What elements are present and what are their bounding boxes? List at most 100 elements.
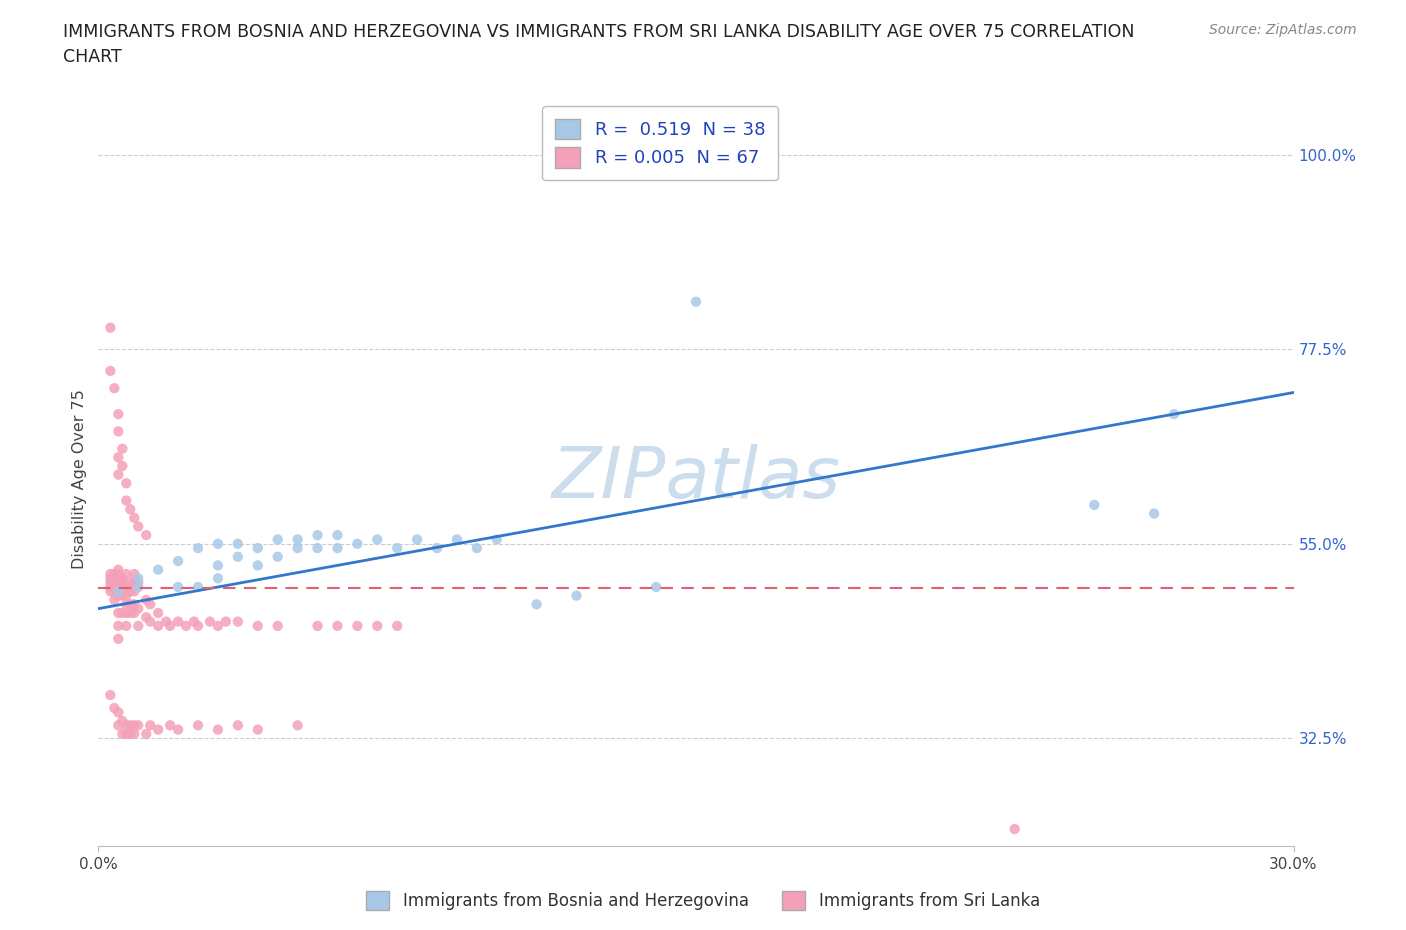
Legend: Immigrants from Bosnia and Herzegovina, Immigrants from Sri Lanka: Immigrants from Bosnia and Herzegovina, … <box>360 884 1046 917</box>
Point <box>111 713 134 728</box>
Point <box>326 527 349 542</box>
Point <box>1143 506 1166 521</box>
Point <box>115 566 138 581</box>
Point <box>98 320 122 335</box>
Point <box>307 527 329 542</box>
Point <box>124 566 146 581</box>
Point <box>127 579 149 594</box>
Point <box>107 584 129 599</box>
Legend: R =  0.519  N = 38, R = 0.005  N = 67: R = 0.519 N = 38, R = 0.005 N = 67 <box>543 106 778 180</box>
Point <box>124 584 146 599</box>
Point <box>111 605 134 620</box>
Point <box>107 605 129 620</box>
Point <box>98 584 122 599</box>
Point <box>115 726 138 741</box>
Point <box>115 579 138 594</box>
Point <box>226 550 249 565</box>
Point <box>124 605 146 620</box>
Point <box>127 571 149 586</box>
Point <box>167 614 190 629</box>
Point <box>287 540 309 555</box>
Point <box>155 614 177 629</box>
Point <box>366 618 388 633</box>
Point <box>103 566 125 581</box>
Point <box>148 563 170 578</box>
Point <box>685 294 707 309</box>
Point <box>107 631 129 646</box>
Point <box>111 458 134 473</box>
Point <box>103 571 125 586</box>
Point <box>183 614 205 629</box>
Point <box>135 610 157 625</box>
Point <box>526 597 548 612</box>
Point <box>207 558 229 573</box>
Point <box>120 502 142 517</box>
Point <box>139 718 162 733</box>
Point <box>159 618 181 633</box>
Point <box>127 601 149 616</box>
Point <box>226 718 249 733</box>
Point <box>187 540 209 555</box>
Point <box>135 726 157 741</box>
Point <box>115 588 138 603</box>
Point <box>167 553 190 568</box>
Point <box>385 540 409 555</box>
Point <box>148 605 170 620</box>
Point <box>1163 406 1185 421</box>
Point <box>187 718 209 733</box>
Point <box>174 618 197 633</box>
Point <box>207 618 229 633</box>
Point <box>107 467 129 482</box>
Point <box>107 424 129 439</box>
Point <box>287 718 309 733</box>
Point <box>148 618 170 633</box>
Point <box>103 700 125 715</box>
Point <box>207 537 229 551</box>
Point <box>124 511 146 525</box>
Point <box>565 588 588 603</box>
Point <box>139 597 162 612</box>
Text: CHART: CHART <box>63 48 122 66</box>
Point <box>111 579 134 594</box>
Point <box>215 614 238 629</box>
Point <box>267 550 290 565</box>
Text: ZIPatlas: ZIPatlas <box>551 445 841 513</box>
Point <box>366 532 388 547</box>
Text: Source: ZipAtlas.com: Source: ZipAtlas.com <box>1209 23 1357 37</box>
Point <box>120 597 142 612</box>
Point <box>120 576 142 591</box>
Point <box>148 723 170 737</box>
Point <box>226 537 249 551</box>
Point <box>187 579 209 594</box>
Point <box>207 723 229 737</box>
Point <box>103 579 125 594</box>
Point <box>107 450 129 465</box>
Text: IMMIGRANTS FROM BOSNIA AND HERZEGOVINA VS IMMIGRANTS FROM SRI LANKA DISABILITY A: IMMIGRANTS FROM BOSNIA AND HERZEGOVINA V… <box>63 23 1135 41</box>
Point <box>107 718 129 733</box>
Point <box>135 527 157 542</box>
Point <box>446 532 468 547</box>
Point <box>98 571 122 586</box>
Point <box>98 576 122 591</box>
Point <box>111 726 134 741</box>
Point <box>246 558 269 573</box>
Point <box>115 718 138 733</box>
Point <box>267 532 290 547</box>
Point <box>159 718 181 733</box>
Point <box>107 618 129 633</box>
Point <box>246 540 269 555</box>
Y-axis label: Disability Age Over 75: Disability Age Over 75 <box>72 389 87 569</box>
Point <box>167 579 190 594</box>
Point <box>120 718 142 733</box>
Point <box>127 519 149 534</box>
Point <box>198 614 221 629</box>
Point <box>107 579 129 594</box>
Point <box>120 584 142 599</box>
Point <box>111 588 134 603</box>
Point <box>346 537 368 551</box>
Point <box>103 584 125 599</box>
Point <box>120 605 142 620</box>
Point <box>111 571 134 586</box>
Point <box>103 380 125 395</box>
Point <box>98 364 122 379</box>
